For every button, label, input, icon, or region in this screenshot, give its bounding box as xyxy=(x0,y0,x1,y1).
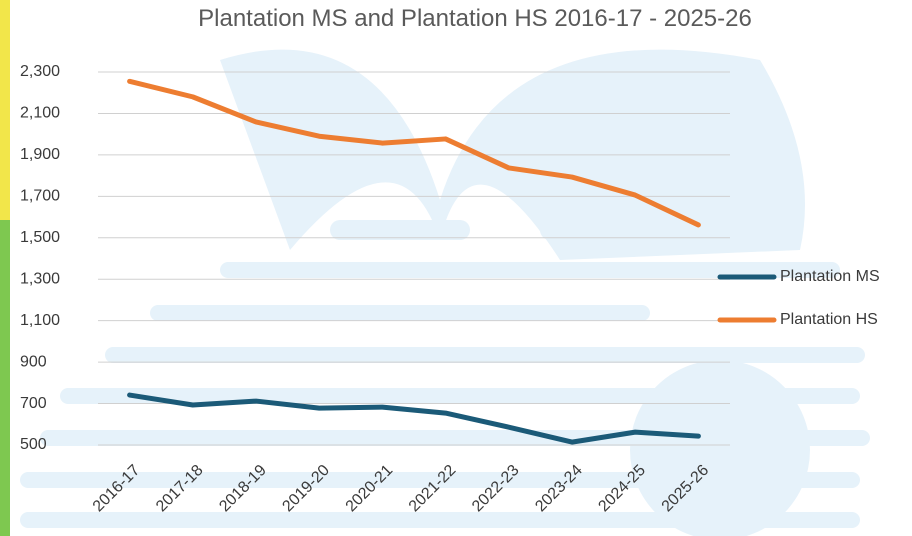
y-tick-label: 900 xyxy=(20,353,47,370)
chart: Plantation MS and Plantation HS 2016-17 … xyxy=(0,0,912,536)
legend-label: Plantation MS xyxy=(780,268,880,285)
y-tick-label: 1,100 xyxy=(20,312,60,329)
background-watermark xyxy=(0,0,912,536)
chart-title: Plantation MS and Plantation HS 2016-17 … xyxy=(198,5,752,32)
y-tick-label: 1,700 xyxy=(20,188,60,205)
y-tick-label: 1,900 xyxy=(20,146,60,163)
y-tick-label: 1,300 xyxy=(20,270,60,287)
y-tick-label: 700 xyxy=(20,395,47,412)
legend-label: Plantation HS xyxy=(780,311,878,328)
y-tick-label: 2,300 xyxy=(20,63,60,80)
y-tick-label: 500 xyxy=(20,436,47,453)
y-tick-label: 2,100 xyxy=(20,105,60,122)
y-tick-label: 1,500 xyxy=(20,229,60,246)
